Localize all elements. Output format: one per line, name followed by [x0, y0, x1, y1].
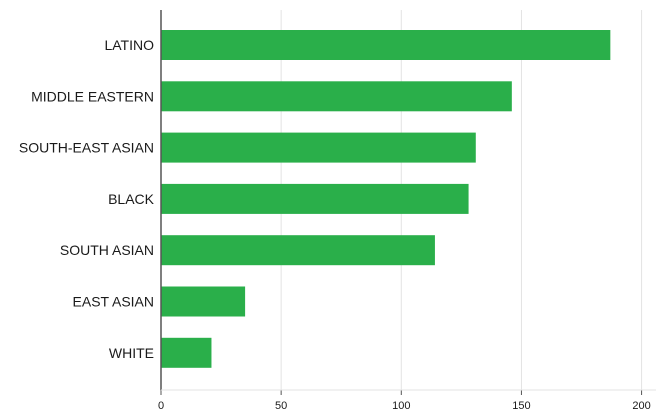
category-label-south-asian: SOUTH ASIAN — [60, 242, 154, 258]
category-label-black: BLACK — [108, 191, 155, 207]
x-tick-label-200: 200 — [632, 400, 650, 412]
bar-latino — [161, 30, 611, 60]
x-tick-label-50: 50 — [275, 400, 287, 412]
bar-middle-eastern — [161, 81, 512, 112]
category-label-middle-eastern: MIDDLE EASTERN — [31, 88, 154, 104]
bar-white — [161, 337, 212, 368]
category-label-east-asian: EAST ASIAN — [73, 294, 154, 310]
bar-black — [161, 183, 469, 214]
category-labels: LATINO MIDDLE EASTERN SOUTH-EAST ASIAN BLAC… — [19, 37, 155, 361]
category-label-white: WHITE — [109, 345, 154, 361]
bar-south-asian — [161, 235, 435, 266]
bars — [161, 30, 611, 368]
bar-south-east-asian — [161, 132, 476, 163]
x-tick-label-150: 150 — [512, 400, 530, 412]
x-axis-ticks: 0 50 100 150 200 — [158, 390, 651, 412]
category-label-latino: LATINO — [104, 37, 154, 53]
x-tick-label-0: 0 — [158, 400, 164, 412]
bar-east-asian — [161, 286, 246, 317]
category-label-south-east-asian: SOUTH-EAST ASIAN — [19, 140, 154, 156]
x-tick-label-100: 100 — [392, 400, 410, 412]
